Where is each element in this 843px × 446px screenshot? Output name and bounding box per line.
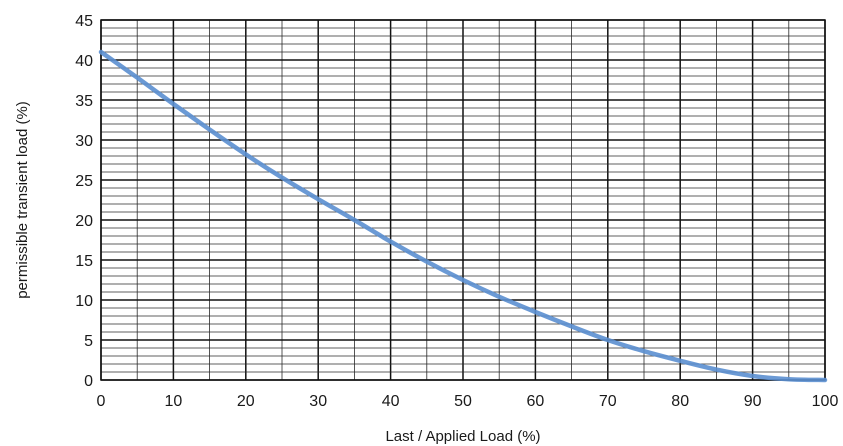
y-tick-label: 45 [75,13,93,30]
x-axis-title: Last / Applied Load (%) [385,428,540,445]
series-layer [98,49,828,383]
y-axis-title: permissible transient load (%) [14,101,31,299]
x-tick-label: 40 [382,393,400,410]
y-tick-label: 10 [75,293,93,310]
x-tick-label: 20 [237,393,255,410]
y-tick-label: 5 [84,333,93,350]
y-tick-label: 15 [75,253,93,270]
y-tick-label: 25 [75,173,93,190]
x-tick-label: 10 [165,393,183,410]
x-tick-label: 90 [744,393,762,410]
y-tick-label: 35 [75,93,93,110]
x-tick-label: 0 [97,393,106,410]
x-tick-label: 60 [527,393,545,410]
x-tick-label: 50 [454,393,472,410]
y-axis-ticks: 0 5 10 15 20 25 30 35 40 45 [75,13,93,390]
x-axis-ticks: 0 10 20 30 40 50 60 70 80 90 100 [97,393,839,410]
y-tick-label: 30 [75,133,93,150]
x-tick-label: 100 [812,393,839,410]
y-tick-label: 40 [75,53,93,70]
series-line-0 [98,49,828,383]
y-tick-label: 20 [75,213,93,230]
plot-frame [100,19,826,381]
x-tick-label: 70 [599,393,617,410]
chart-grid [100,19,826,381]
x-tick-label: 30 [309,393,327,410]
y-tick-label: 0 [84,373,93,390]
x-tick-label: 80 [671,393,689,410]
